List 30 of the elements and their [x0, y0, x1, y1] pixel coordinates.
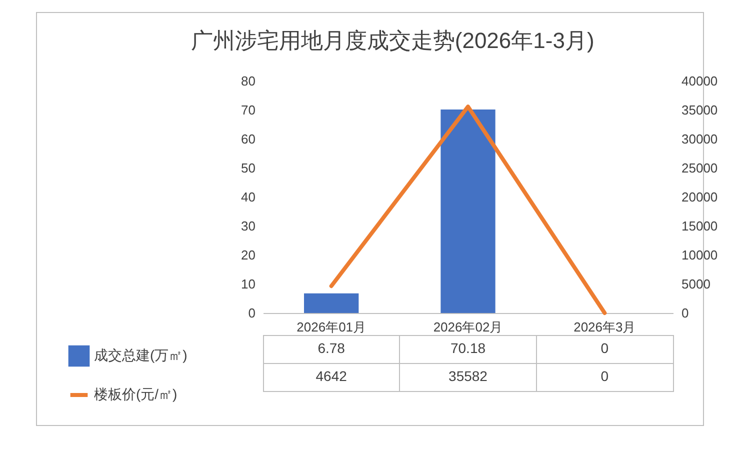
y-tick-label: 80	[241, 74, 256, 88]
y2-tick-label: 15000	[682, 218, 718, 234]
y-tick-label: 30	[241, 218, 256, 234]
data-label: 0	[600, 340, 609, 356]
y2-tick-label: 0	[682, 306, 689, 320]
y-tick-label: 10	[241, 276, 256, 292]
y-tick-label: 50	[241, 160, 256, 176]
y-tick-label: 20	[241, 248, 256, 262]
y2-tick-label: 30000	[682, 132, 718, 146]
y2-tick-label: 20000	[682, 190, 718, 204]
y2-tick-label: 10000	[682, 248, 718, 262]
y2-tick-label: 5000	[682, 276, 710, 292]
legend-label: 成交总建(万㎡)	[94, 347, 188, 363]
y2-tick-label: 35000	[682, 102, 718, 118]
x-tick-label: 2026年01月	[296, 320, 366, 334]
y2-tick-label: 25000	[682, 160, 718, 176]
data-label: 4642	[316, 368, 348, 384]
y2-tick-label: 40000	[682, 74, 718, 88]
data-label: 6.78	[318, 340, 346, 356]
x-tick-label: 2026年02月	[433, 320, 503, 334]
chart-title: 广州涉宅用地月度成交走势(2026年1-3月)	[190, 28, 594, 53]
y-tick-label: 40	[241, 190, 256, 204]
y-tick-label: 0	[248, 306, 256, 320]
legend-label: 楼板价(元/㎡)	[94, 386, 178, 402]
data-label: 70.18	[450, 340, 486, 356]
y-tick-label: 60	[241, 132, 256, 146]
y-tick-label: 70	[241, 102, 256, 118]
data-label: 35582	[448, 368, 488, 384]
data-label: 0	[600, 368, 609, 384]
x-tick-label: 2026年3月	[574, 320, 636, 334]
